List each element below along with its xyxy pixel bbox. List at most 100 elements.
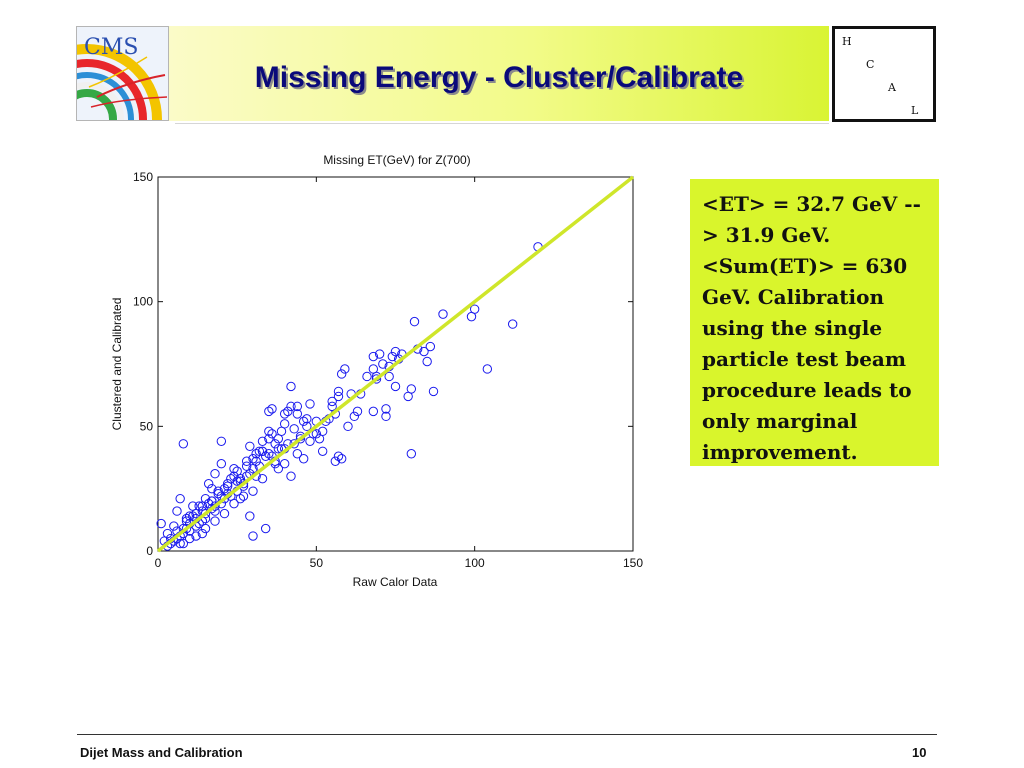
data-point [273,464,284,474]
cms-logo-graphic [77,27,168,120]
data-point [264,449,274,459]
callout-text-box: <ET> = 32.7 GeV --> 31.9 GeV. <Sum(ET)> … [690,179,939,466]
data-point [169,521,179,531]
y-tick-label: 50 [140,419,154,433]
cms-logo: CMS [76,26,169,121]
data-point [292,449,303,459]
data-point [248,531,258,541]
data-point [298,416,309,427]
data-point [317,426,328,437]
data-point [248,454,258,464]
data-point [210,469,220,479]
axis-ticks: 0 50 100 150 0 50 100 150 [133,170,643,570]
data-point [162,528,173,539]
data-point [286,471,296,481]
data-point [181,513,192,524]
data-point [289,424,299,434]
data-point [203,478,214,489]
data-point [264,406,274,417]
data-point [219,483,230,494]
data-point [219,493,230,504]
data-point [362,371,372,382]
data-point [207,496,217,506]
data-point [384,371,394,382]
data-point [191,531,201,541]
hcal-letter-l: L [911,104,919,117]
data-point [298,454,309,464]
data-point [200,493,211,504]
data-point [422,356,432,367]
data-point [210,516,220,526]
x-tick-label: 150 [623,556,643,570]
data-point [267,404,277,414]
data-point [343,421,353,432]
data-point [406,449,417,459]
data-point [241,456,252,466]
data-point [238,491,249,501]
data-point [340,364,350,374]
data-point [333,386,344,397]
data-point [295,434,306,444]
data-point [260,523,271,534]
data-point [226,473,236,484]
footer-divider [77,734,937,735]
plot-frame [157,176,634,552]
data-point [264,434,274,444]
chart-title: Missing ET(GeV) for Z(700) [323,153,470,167]
data-point [248,486,258,496]
fit-line-group [156,175,635,553]
data-point [378,359,388,369]
data-point [279,409,290,419]
data-point [428,386,439,397]
data-point [273,444,284,454]
data-point [188,501,198,511]
data-point [245,441,255,451]
data-point [175,493,185,504]
data-point [305,436,315,446]
data-point [178,439,189,449]
data-point [203,498,214,509]
data-point [213,488,223,499]
data-point [273,434,284,444]
data-point [387,351,398,362]
data-point [507,319,518,329]
data-point [349,411,360,422]
y-tick-label: 0 [146,544,153,558]
data-point [438,309,448,319]
data-point [482,364,493,374]
data-point [257,473,268,484]
data-point [219,508,230,519]
hcal-letter-c: C [866,58,875,71]
data-point [213,486,223,496]
callout-text: <ET> = 32.7 GeV --> 31.9 GeV. <Sum(ET)> … [702,192,921,464]
data-point [283,406,293,417]
data-point [232,466,242,476]
data-point [197,528,208,539]
data-point [292,409,303,419]
x-tick-label: 50 [310,556,324,570]
data-point [267,429,277,439]
data-point [229,498,239,509]
data-point [229,464,239,474]
slide-title: Missing Energy - Cluster/Calibrate [254,61,744,94]
data-point [406,384,417,394]
data-point [257,446,268,456]
x-axis-label: Raw Calor Data [353,575,438,589]
data-point [279,459,290,469]
y-tick-label: 100 [133,295,153,309]
data-point [178,538,189,549]
y-axis-label: Clustered and Calibrated [110,298,124,431]
data-point [181,523,192,534]
data-point [210,501,220,511]
data-point [172,506,182,516]
x-tick-label: 0 [155,556,162,570]
data-point [302,421,312,432]
data-point [425,341,436,352]
data-point [317,446,328,456]
data-point [207,503,217,514]
data-point [238,478,249,489]
data-point [336,369,347,379]
data-point [254,446,265,456]
data-point [352,406,363,417]
